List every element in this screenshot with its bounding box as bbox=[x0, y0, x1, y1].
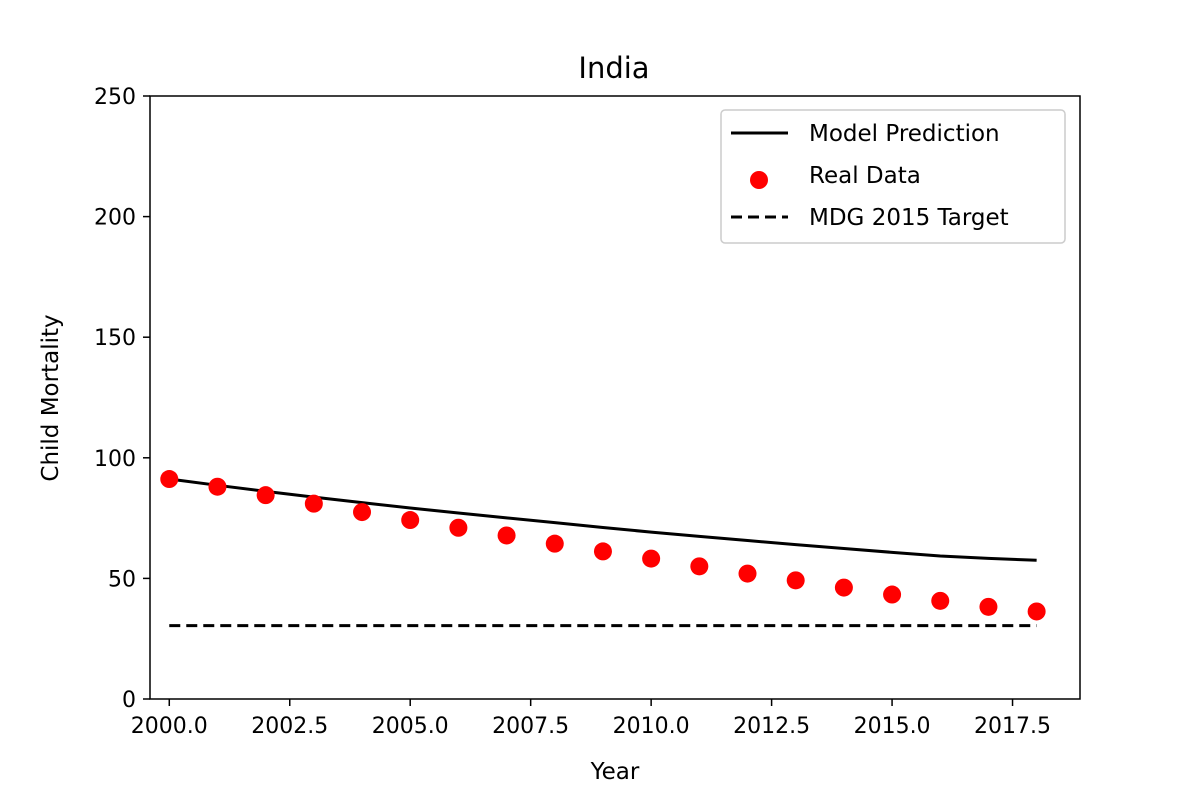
data-point bbox=[642, 549, 661, 568]
data-point bbox=[738, 564, 757, 583]
data-point bbox=[256, 486, 275, 505]
x-axis: 2000.0 2002.5 2005.0 2007.5 2010.0 2012.5 2015… bbox=[131, 699, 1051, 739]
y-tick-label: 0 bbox=[122, 688, 136, 713]
data-point bbox=[834, 578, 853, 597]
legend-box bbox=[720, 109, 1066, 244]
legend-label: MDG 2015 Target bbox=[809, 205, 1009, 231]
x-tick-label: 2000.0 bbox=[131, 714, 208, 739]
data-point bbox=[593, 542, 612, 561]
data-point bbox=[208, 477, 227, 496]
y-tick-label: 50 bbox=[108, 567, 136, 592]
data-point bbox=[545, 534, 564, 553]
legend-label: Model Prediction bbox=[809, 121, 1000, 147]
x-tick-label: 2015.0 bbox=[854, 714, 931, 739]
y-tick-label: 250 bbox=[94, 85, 136, 110]
plot-area bbox=[160, 470, 1046, 628]
plot-frame bbox=[149, 95, 1081, 700]
x-tick-label: 2007.5 bbox=[492, 714, 569, 739]
data-point bbox=[1027, 602, 1046, 621]
data-point bbox=[786, 571, 805, 590]
chart-title: India bbox=[578, 51, 649, 85]
data-point bbox=[497, 526, 516, 545]
data-point bbox=[304, 494, 323, 513]
legend-label: Real Data bbox=[809, 163, 921, 189]
x-axis-label: Year bbox=[590, 759, 640, 785]
data-point bbox=[353, 503, 372, 522]
x-tick-label: 2017.5 bbox=[974, 714, 1051, 739]
x-tick-label: 2012.5 bbox=[733, 714, 810, 739]
legend-swatch bbox=[750, 171, 768, 189]
data-point bbox=[401, 511, 420, 530]
data-point bbox=[690, 557, 709, 576]
data-point bbox=[160, 470, 179, 489]
data-point bbox=[979, 597, 998, 616]
data-point bbox=[931, 591, 950, 610]
x-tick-label: 2005.0 bbox=[372, 714, 449, 739]
y-tick-label: 100 bbox=[94, 447, 136, 472]
y-axis: 0 50 100 150 200 250 bbox=[94, 85, 150, 713]
x-tick-label: 2002.5 bbox=[251, 714, 328, 739]
x-tick-label: 2010.0 bbox=[613, 714, 690, 739]
legend: Model Prediction Real Data MDG 2015 Target bbox=[720, 109, 1066, 244]
data-point bbox=[449, 518, 468, 537]
y-tick-label: 200 bbox=[94, 206, 136, 231]
y-tick-label: 150 bbox=[94, 326, 136, 351]
data-point bbox=[883, 585, 902, 604]
y-axis-label: Child Mortality bbox=[38, 314, 64, 481]
